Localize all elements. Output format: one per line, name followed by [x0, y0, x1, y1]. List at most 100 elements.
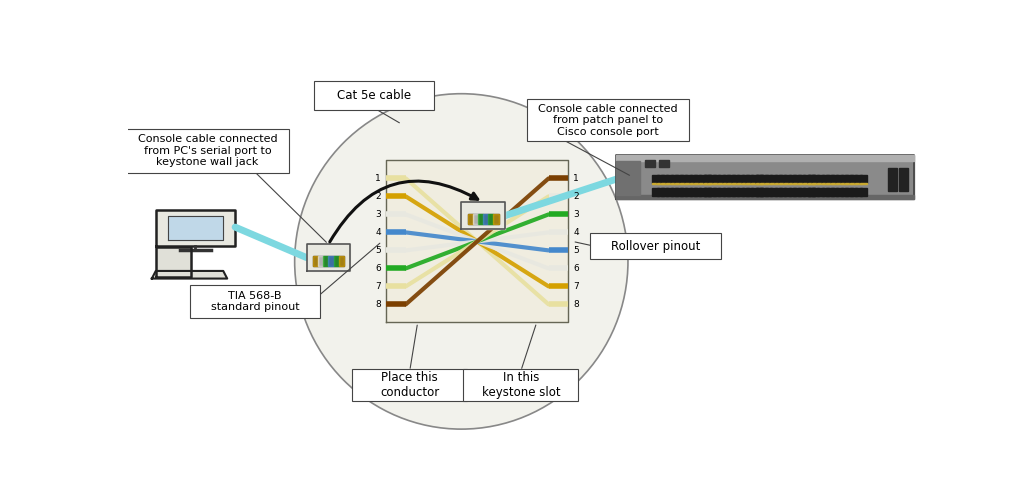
Polygon shape	[841, 183, 848, 185]
Polygon shape	[808, 175, 815, 183]
Polygon shape	[732, 175, 739, 183]
Polygon shape	[732, 183, 739, 185]
Polygon shape	[817, 175, 824, 183]
Polygon shape	[652, 188, 658, 196]
Text: 1: 1	[573, 174, 579, 183]
Polygon shape	[855, 188, 862, 196]
Polygon shape	[168, 216, 223, 241]
Polygon shape	[756, 175, 763, 183]
Polygon shape	[645, 160, 655, 167]
Polygon shape	[689, 183, 696, 185]
Polygon shape	[737, 175, 744, 183]
Polygon shape	[779, 188, 786, 196]
Polygon shape	[826, 183, 834, 185]
Polygon shape	[676, 183, 683, 185]
Polygon shape	[709, 188, 716, 196]
Polygon shape	[859, 175, 866, 183]
Text: 4: 4	[376, 228, 381, 237]
Polygon shape	[680, 175, 687, 183]
Polygon shape	[671, 188, 678, 196]
Polygon shape	[859, 183, 866, 185]
Polygon shape	[656, 188, 664, 196]
Polygon shape	[770, 175, 777, 183]
Polygon shape	[685, 188, 692, 196]
Text: 7: 7	[376, 282, 381, 291]
Polygon shape	[808, 183, 815, 185]
Text: 2: 2	[573, 192, 579, 201]
Polygon shape	[703, 188, 711, 196]
Polygon shape	[718, 188, 725, 196]
Polygon shape	[703, 188, 711, 196]
Polygon shape	[339, 256, 344, 266]
Polygon shape	[727, 183, 734, 185]
Polygon shape	[888, 168, 897, 191]
Polygon shape	[808, 183, 815, 185]
Polygon shape	[616, 195, 913, 198]
Polygon shape	[723, 183, 730, 185]
FancyBboxPatch shape	[590, 233, 721, 259]
Polygon shape	[723, 175, 730, 183]
Polygon shape	[770, 183, 777, 185]
Polygon shape	[803, 183, 810, 185]
Text: 4: 4	[573, 228, 579, 237]
Polygon shape	[822, 188, 828, 196]
Text: 1: 1	[376, 174, 381, 183]
Polygon shape	[751, 188, 758, 196]
Text: 6: 6	[376, 264, 381, 273]
Polygon shape	[656, 183, 664, 185]
Polygon shape	[761, 183, 768, 185]
Polygon shape	[784, 183, 792, 185]
Polygon shape	[761, 175, 768, 183]
Polygon shape	[770, 188, 777, 196]
Polygon shape	[794, 188, 801, 196]
Polygon shape	[803, 188, 810, 196]
Polygon shape	[836, 175, 843, 183]
Text: 8: 8	[573, 300, 579, 309]
Polygon shape	[156, 247, 191, 277]
Polygon shape	[746, 188, 754, 196]
Polygon shape	[694, 175, 701, 183]
Polygon shape	[741, 188, 749, 196]
Polygon shape	[313, 256, 344, 266]
Polygon shape	[817, 188, 824, 196]
Polygon shape	[803, 175, 810, 183]
Polygon shape	[666, 188, 673, 196]
Polygon shape	[765, 175, 772, 183]
Polygon shape	[324, 256, 329, 266]
Polygon shape	[318, 256, 324, 266]
Polygon shape	[689, 175, 696, 183]
Text: TIA 568-B
standard pinout: TIA 568-B standard pinout	[211, 291, 299, 312]
Polygon shape	[794, 183, 801, 185]
Polygon shape	[756, 175, 763, 183]
Polygon shape	[658, 160, 670, 167]
Polygon shape	[756, 183, 763, 185]
Polygon shape	[808, 188, 815, 196]
Text: 5: 5	[376, 246, 381, 255]
Polygon shape	[666, 183, 673, 185]
FancyBboxPatch shape	[189, 285, 321, 318]
Polygon shape	[685, 175, 692, 183]
Polygon shape	[779, 175, 786, 183]
Polygon shape	[751, 175, 758, 183]
Polygon shape	[774, 175, 781, 183]
Polygon shape	[652, 175, 658, 183]
Text: 5: 5	[573, 246, 579, 255]
Polygon shape	[812, 183, 819, 185]
Polygon shape	[468, 214, 473, 224]
Polygon shape	[713, 183, 720, 185]
Text: Console cable connected
from PC's serial port to
keystone wall jack: Console cable connected from PC's serial…	[137, 134, 278, 167]
Polygon shape	[788, 183, 796, 185]
FancyBboxPatch shape	[314, 81, 433, 110]
Polygon shape	[718, 183, 725, 185]
Polygon shape	[846, 175, 853, 183]
Polygon shape	[799, 188, 805, 196]
Polygon shape	[746, 175, 754, 183]
Polygon shape	[756, 188, 763, 196]
Polygon shape	[685, 183, 692, 185]
Polygon shape	[841, 175, 848, 183]
Polygon shape	[676, 175, 683, 183]
Polygon shape	[765, 183, 772, 185]
Text: Rollover pinout: Rollover pinout	[611, 240, 700, 252]
Polygon shape	[831, 175, 839, 183]
Polygon shape	[483, 214, 488, 224]
